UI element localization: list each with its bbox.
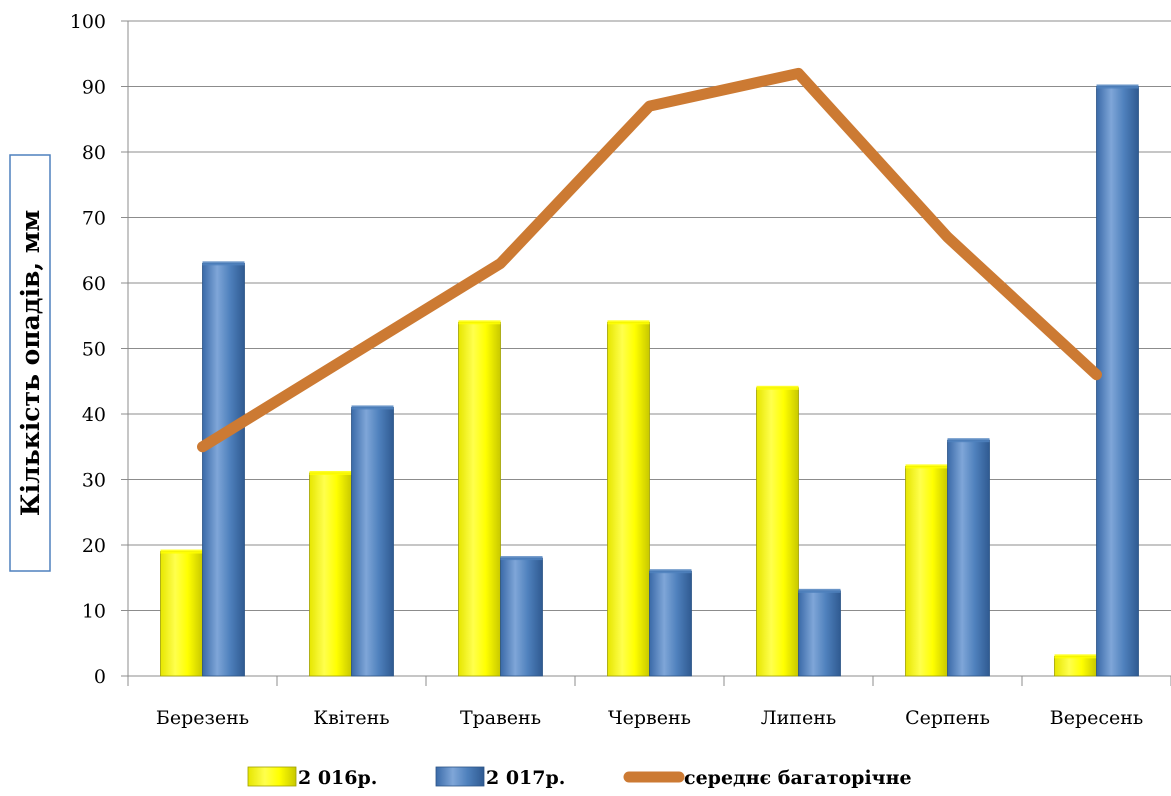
bar-cap: [649, 569, 692, 574]
legend-swatch: [247, 766, 297, 787]
y-tick-label: 90: [82, 77, 106, 99]
average-line: [197, 67, 1102, 453]
x-tick-label: Квітень: [313, 707, 389, 729]
y-tick-label: 40: [82, 404, 106, 426]
y-tick-label: 80: [82, 142, 106, 164]
bar-cap: [351, 405, 394, 410]
bar-2016: [905, 465, 948, 677]
bars: [160, 84, 1139, 677]
y-tick-label: 20: [82, 535, 106, 557]
bar-cap: [607, 320, 650, 325]
x-tick-label: Червень: [608, 707, 691, 729]
bar-cap: [798, 588, 841, 593]
bar-2016: [160, 551, 203, 677]
bar-2017: [1096, 86, 1139, 677]
x-tick-label: Березень: [156, 707, 249, 729]
legend: 2 016р. 2 017р. середнє багаторічне: [247, 766, 912, 789]
legend-label: 2 017р.: [486, 767, 565, 789]
bar-2016: [458, 321, 501, 677]
x-tick-label: Вересень: [1050, 707, 1144, 729]
x-tick-label: Липень: [761, 707, 836, 729]
bar-2017: [947, 439, 990, 677]
y-tick-label: 0: [94, 666, 106, 688]
y-tick-label: 100: [70, 11, 106, 33]
y-tick-label: 10: [82, 601, 106, 623]
bar-cap: [160, 549, 203, 554]
bar-2017: [500, 557, 543, 677]
y-axis-label: Кількість опадів, мм: [9, 154, 51, 572]
average-series-line: [197, 67, 1102, 453]
bar-cap: [905, 464, 948, 469]
x-tick-label: Серпень: [905, 707, 990, 729]
bar-cap: [458, 320, 501, 325]
x-tick-label: Травень: [460, 707, 541, 729]
legend-label: 2 016р.: [298, 767, 377, 789]
bar-2016: [607, 321, 650, 677]
bar-cap: [1096, 84, 1139, 89]
bar-2016: [309, 472, 352, 677]
bar-cap: [1054, 654, 1097, 659]
bar-2017: [351, 407, 394, 677]
bar-cap: [756, 385, 799, 390]
bar-2016: [1054, 655, 1097, 677]
bar-cap: [202, 261, 245, 266]
bar-2017: [649, 570, 692, 677]
y-tick-label: 60: [82, 273, 106, 295]
legend-swatch: [435, 766, 485, 787]
legend-label: середнє багаторічне: [684, 767, 912, 789]
bar-cap: [500, 556, 543, 561]
bar-2017: [798, 590, 841, 677]
y-tick-label: 70: [82, 208, 106, 230]
bar-2016: [756, 387, 799, 677]
bar-cap: [309, 470, 352, 475]
y-tick-label: 50: [82, 339, 106, 361]
y-axis-title: Кількість опадів, мм: [16, 210, 45, 516]
tick-labels: 0 10 20 30 40 50 60 70 80 90 100 Березень Квітень Тра…: [70, 11, 1144, 729]
y-tick-label: 30: [82, 470, 106, 492]
bar-2017: [202, 262, 245, 677]
bar-cap: [947, 438, 990, 443]
